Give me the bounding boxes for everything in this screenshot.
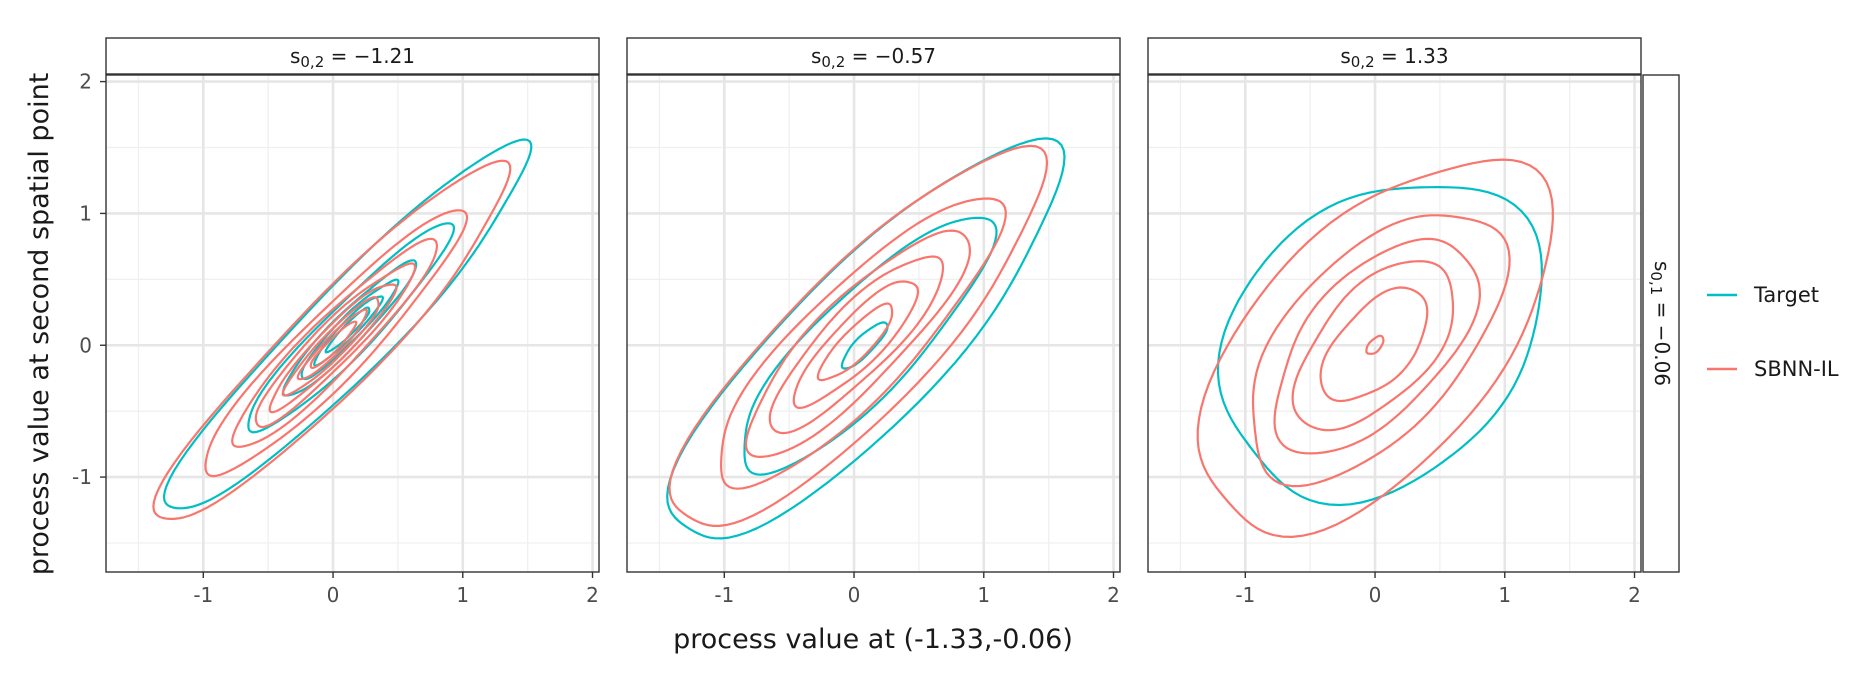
facet-panel-1: s0,2 = −1.21 -1 0 1 2 -1 0 1 2 (72, 37, 600, 607)
contour-sbnnil-level-3 (231, 237, 438, 448)
contour-sbnnil-level-2 (204, 209, 469, 478)
contour-sbnnil-level-5 (792, 280, 920, 409)
panel-border (626, 74, 1121, 573)
y-tick-label: 0 (79, 333, 92, 357)
y-tick-label: 1 (79, 201, 92, 225)
y-tick-label: -1 (72, 465, 92, 489)
contour-target-level-3 (840, 321, 889, 370)
legend-label: SBNN-IL (1754, 357, 1839, 381)
x-tick-label: 0 (848, 583, 861, 607)
panel-border (105, 74, 600, 573)
facet-strip (1147, 37, 1642, 75)
contour-sbnnil-level-8 (309, 320, 358, 369)
contour-target-level-4 (300, 278, 400, 381)
x-tick-label: 0 (1369, 583, 1382, 607)
x-tick-label: 1 (456, 583, 469, 607)
x-tick-label: 0 (327, 583, 340, 607)
panel-background (1148, 75, 1641, 572)
contour-sbnnil-level-2 (1251, 214, 1511, 488)
facet-panel-3: s0,2 = 1.33 -1 0 1 2 (1147, 37, 1642, 607)
legend-item-sbnnil: SBNN-IL (1707, 357, 1839, 381)
contour-sbnnil-level-1 (152, 159, 512, 520)
x-tick-label: 2 (1628, 583, 1641, 607)
panel-background (627, 75, 1120, 572)
panel-border (1147, 74, 1642, 573)
contour-sbnnil-level-4 (768, 255, 945, 435)
row-strip-label: s0,1 = −0.06 (1648, 261, 1675, 386)
y-axis-title: process value at second spatial point (24, 73, 55, 576)
contour-sbnnil-level-3 (1273, 237, 1481, 455)
contour-target-level-1 (162, 138, 533, 510)
x-tick-label: 1 (977, 583, 990, 607)
x-tick-label: -1 (1235, 583, 1255, 607)
legend-label: Target (1753, 283, 1819, 307)
contour-sbnnil-level-7 (296, 308, 368, 381)
row-strip-box (1642, 74, 1680, 573)
facet-strip-label: s0,2 = 1.33 (1340, 44, 1448, 71)
facet-panel-2: s0,2 = −0.57 -1 0 1 2 (626, 37, 1121, 607)
contour-target-level-5 (313, 295, 384, 367)
contour-target-level-1 (1216, 186, 1543, 507)
x-tick-label: -1 (193, 583, 213, 607)
x-tick-label: 1 (1498, 583, 1511, 607)
facet-strip (105, 37, 600, 75)
x-tick-label: -1 (714, 583, 734, 607)
facet-strip-label: s0,2 = −0.57 (811, 44, 936, 71)
contour-sbnnil-level-3 (744, 229, 971, 458)
row-strip: s0,1 = −0.06 (1642, 74, 1680, 573)
contour-sbnnil-level-2 (720, 197, 1007, 490)
x-axis-title: process value at (-1.33,-0.06) (673, 624, 1073, 655)
contour-sbnnil-level-5 (268, 283, 398, 414)
x-tick-label: 2 (1107, 583, 1120, 607)
contour-sbnnil-level-1 (1196, 158, 1554, 538)
x-tick-label: 2 (586, 583, 599, 607)
contour-sbnnil-level-6 (816, 302, 894, 382)
contour-sbnnil-level-6 (1365, 334, 1385, 355)
contour-sbnnil-level-1 (668, 144, 1049, 527)
contour-target-level-2 (743, 216, 998, 476)
facet-strip-label: s0,2 = −1.21 (290, 44, 415, 71)
contour-sbnnil-level-6 (281, 296, 380, 397)
legend: Target SBNN-IL (1707, 283, 1839, 381)
y-tick-label: 2 (79, 70, 92, 94)
legend-item-target: Target (1707, 283, 1819, 307)
contour-sbnnil-level-4 (1291, 260, 1455, 432)
contour-sbnnil-level-4 (254, 262, 417, 429)
facet-strip (626, 37, 1121, 75)
contour-sbnnil-level-5 (1319, 286, 1429, 403)
